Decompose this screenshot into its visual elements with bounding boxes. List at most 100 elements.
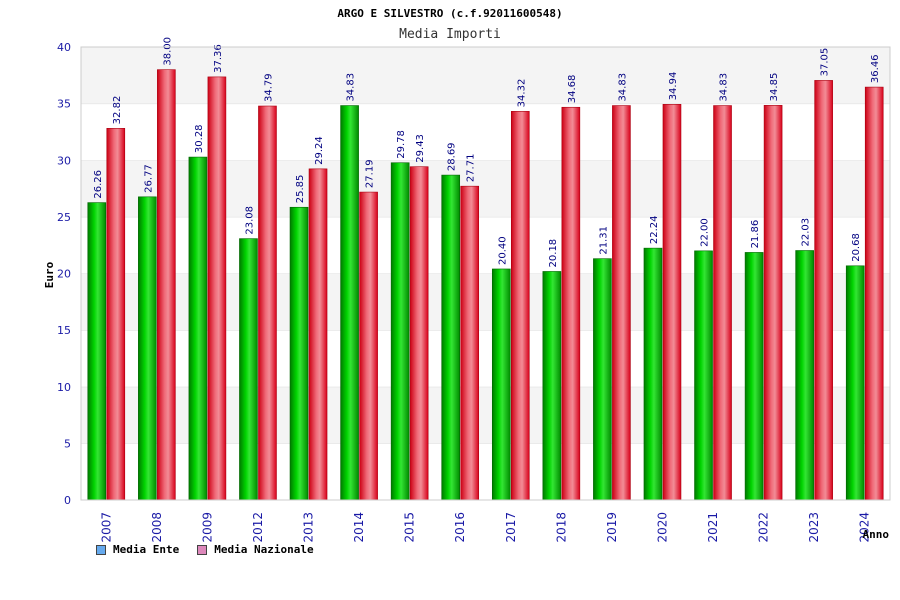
bar-media-nazionale-2013 xyxy=(308,168,328,501)
x-tick-label: 2012 xyxy=(251,512,265,543)
x-tick-label: 2015 xyxy=(403,512,417,543)
bar-media-nazionale-2021 xyxy=(713,105,732,501)
value-label-media-ente-2009: 30.28 xyxy=(194,124,205,153)
x-tick-label: 2014 xyxy=(352,512,366,543)
bar-media-ente-2020 xyxy=(643,247,663,501)
bar-media-nazionale-2014 xyxy=(359,191,378,501)
value-label-media-nazionale-2022: 34.85 xyxy=(769,73,780,102)
x-tick-label: 2009 xyxy=(200,512,214,543)
x-tick-label: 2023 xyxy=(807,512,821,543)
bar-media-nazionale-2012 xyxy=(258,105,277,501)
bar-media-ente-2009 xyxy=(188,156,208,501)
bar-media-ente-2014 xyxy=(340,105,359,501)
value-label-media-nazionale-2009: 37.36 xyxy=(213,44,224,73)
value-label-media-nazionale-2012: 34.79 xyxy=(263,73,274,102)
value-label-media-ente-2021: 22.00 xyxy=(700,218,711,247)
value-label-media-nazionale-2008: 38.00 xyxy=(162,37,173,66)
bar-media-ente-2016 xyxy=(441,174,461,501)
legend-swatch-media-nazionale xyxy=(197,544,208,555)
y-tick-label: 5 xyxy=(64,437,71,450)
bar-media-nazionale-2022 xyxy=(763,105,783,501)
bar-media-ente-2022 xyxy=(744,252,764,501)
value-label-media-ente-2024: 20.68 xyxy=(851,233,862,262)
y-tick-label: 30 xyxy=(57,154,71,167)
bars xyxy=(87,69,884,501)
value-label-media-nazionale-2023: 37.05 xyxy=(820,48,831,77)
value-label-media-nazionale-2024: 36.46 xyxy=(870,54,881,83)
value-label-media-ente-2012: 23.08 xyxy=(244,206,255,235)
bar-media-ente-2021 xyxy=(694,250,713,501)
value-label-media-nazionale-2016: 27.71 xyxy=(466,154,477,183)
value-label-media-ente-2016: 28.69 xyxy=(447,142,458,171)
value-label-media-ente-2020: 22.24 xyxy=(649,215,660,244)
x-tick-label: 2017 xyxy=(504,512,518,543)
bar-media-nazionale-2024 xyxy=(864,86,884,501)
value-label-media-nazionale-2013: 29.24 xyxy=(314,136,325,165)
x-tick-label: 2016 xyxy=(453,512,467,543)
bar-media-ente-2008 xyxy=(138,196,157,501)
chart-title: ARGO E SILVESTRO (c.f.92011600548) xyxy=(337,7,562,20)
x-axis-ticks: 2007 2008 2009 2012 2013 2014 2015 2016 2017 2018… xyxy=(99,512,871,543)
value-label-media-ente-2007: 26.26 xyxy=(93,170,104,199)
bar-media-ente-2007 xyxy=(87,202,107,501)
bar-media-nazionale-2007 xyxy=(106,128,126,501)
legend-swatch-media-ente xyxy=(96,544,106,555)
value-label-media-nazionale-2019: 34.83 xyxy=(617,73,628,102)
y-tick-label: 40 xyxy=(57,41,71,54)
value-label-media-nazionale-2007: 32.82 xyxy=(112,96,123,125)
bar-media-nazionale-2023 xyxy=(814,80,833,501)
value-labels: 26.26 32.82 26.77 38.00 30.28 37.36 23.08 34.79… xyxy=(93,37,881,267)
bar-media-nazionale-2019 xyxy=(612,105,631,501)
y-tick-label: 0 xyxy=(64,494,71,507)
bar-media-ente-2015 xyxy=(390,162,410,501)
bar-media-ente-2012 xyxy=(239,238,258,501)
bar-media-nazionale-2018 xyxy=(561,106,581,501)
value-label-media-nazionale-2017: 34.32 xyxy=(516,79,527,108)
x-tick-label: 2007 xyxy=(99,512,113,543)
value-label-media-ente-2019: 21.31 xyxy=(598,226,609,255)
value-label-media-nazionale-2018: 34.68 xyxy=(567,75,578,104)
value-label-media-ente-2017: 20.40 xyxy=(497,236,508,265)
bar-media-nazionale-2015 xyxy=(409,166,429,501)
bar-media-nazionale-2017 xyxy=(510,111,530,501)
bar-media-ente-2023 xyxy=(795,250,814,501)
legend-item-media-nazionale: Media Nazionale xyxy=(197,543,314,556)
x-tick-label: 2021 xyxy=(706,512,720,543)
legend-label-media-nazionale: Media Nazionale xyxy=(214,543,314,556)
y-axis-ticks: 0 5 10 15 20 25 30 35 40 xyxy=(57,41,71,507)
value-label-media-ente-2014: 34.83 xyxy=(346,73,357,102)
x-tick-label: 2008 xyxy=(150,512,164,543)
value-label-media-nazionale-2014: 27.19 xyxy=(365,159,376,188)
bar-media-nazionale-2008 xyxy=(157,69,176,501)
y-tick-label: 15 xyxy=(57,324,71,337)
legend-item-media-ente: Media Ente xyxy=(96,543,179,556)
bar-media-ente-2018 xyxy=(542,271,562,501)
value-label-media-ente-2015: 29.78 xyxy=(396,130,407,159)
x-tick-label: 2013 xyxy=(302,512,316,543)
plot-frame xyxy=(80,46,891,501)
x-tick-label: 2024 xyxy=(858,512,872,543)
value-label-media-ente-2023: 22.03 xyxy=(801,218,812,247)
y-tick-label: 20 xyxy=(57,268,71,281)
bar-media-ente-2019 xyxy=(593,258,612,501)
legend: Media Ente Media Nazionale xyxy=(96,543,314,556)
y-tick-label: 25 xyxy=(57,211,71,224)
bar-media-ente-2024 xyxy=(845,265,865,501)
value-label-media-nazionale-2021: 34.83 xyxy=(719,73,730,102)
x-tick-label: 2022 xyxy=(757,512,771,543)
bar-media-ente-2013 xyxy=(289,206,309,501)
y-tick-label: 35 xyxy=(57,98,71,111)
y-tick-label: 10 xyxy=(57,381,71,394)
value-label-media-ente-2018: 20.18 xyxy=(548,239,559,268)
bar-media-nazionale-2020 xyxy=(662,104,682,501)
value-label-media-ente-2008: 26.77 xyxy=(143,164,154,193)
x-tick-label: 2019 xyxy=(605,512,619,543)
value-label-media-nazionale-2020: 34.94 xyxy=(668,72,679,101)
bar-media-nazionale-2009 xyxy=(207,76,227,501)
bar-media-nazionale-2016 xyxy=(460,185,480,501)
x-tick-label: 2018 xyxy=(554,512,568,543)
value-label-media-ente-2022: 21.86 xyxy=(750,220,761,249)
value-label-media-ente-2013: 25.85 xyxy=(295,175,306,204)
x-tick-label: 2020 xyxy=(655,512,669,543)
